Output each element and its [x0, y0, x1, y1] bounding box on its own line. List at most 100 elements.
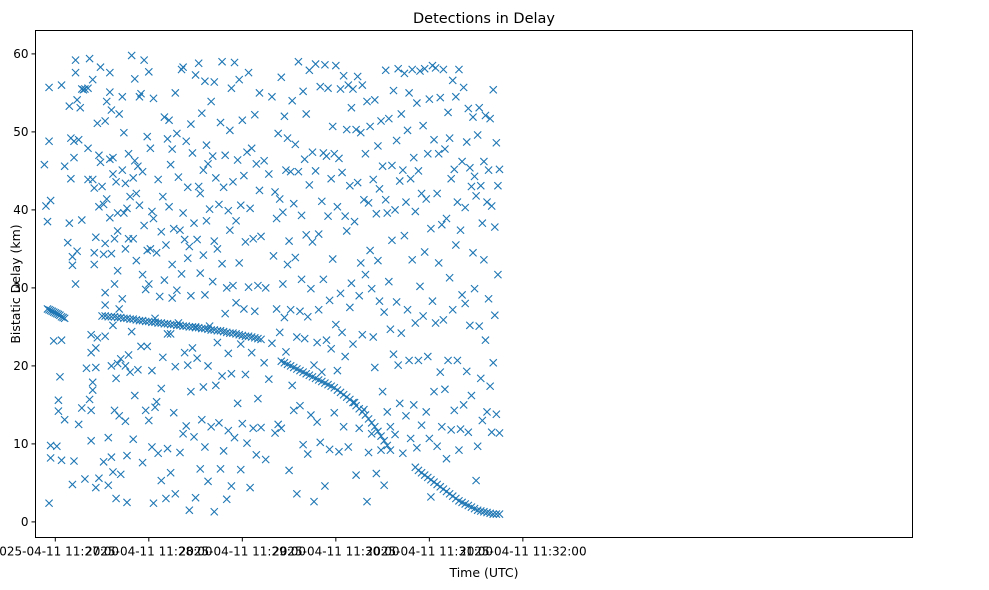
data-point [278, 280, 287, 288]
data-point [105, 213, 114, 222]
data-point [121, 361, 130, 370]
data-point [98, 182, 107, 191]
x-axis-label: Time (UTC) [448, 565, 518, 580]
data-point [473, 131, 482, 140]
data-point [172, 129, 181, 138]
data-point [456, 226, 465, 235]
data-point [233, 399, 242, 408]
data-point [361, 270, 370, 279]
data-point [52, 442, 61, 451]
data-point [339, 422, 348, 431]
data-point [479, 255, 488, 264]
data-point [204, 159, 213, 168]
data-point [394, 361, 403, 370]
data-point [355, 424, 364, 433]
data-point [252, 159, 261, 168]
data-point [311, 166, 320, 175]
data-point [110, 234, 119, 243]
data-point [281, 347, 290, 356]
data-point [216, 326, 225, 335]
data-point [453, 356, 462, 365]
data-point [384, 114, 393, 123]
data-point [436, 93, 445, 102]
data-point [235, 330, 244, 339]
y-tick-label: 0 [21, 515, 29, 529]
data-point [317, 197, 326, 206]
data-point [196, 464, 205, 473]
data-point [462, 367, 471, 376]
data-point [373, 141, 382, 150]
data-point [158, 192, 167, 201]
data-point [149, 94, 158, 103]
data-point [303, 450, 312, 459]
data-point [422, 194, 431, 203]
data-point [210, 507, 219, 516]
data-point [218, 372, 227, 381]
data-point [492, 510, 501, 519]
data-point [199, 251, 208, 260]
data-point [425, 95, 434, 104]
data-point [467, 391, 476, 400]
data-point [409, 400, 418, 409]
data-point [154, 449, 163, 458]
data-point [65, 219, 74, 228]
data-point [267, 339, 276, 348]
data-point [334, 154, 343, 163]
data-point [168, 260, 177, 269]
data-point [377, 116, 386, 125]
data-point [401, 411, 410, 420]
data-point [364, 198, 373, 207]
data-point [49, 336, 58, 345]
data-point [428, 297, 437, 306]
data-point [207, 97, 216, 106]
data-point [353, 72, 362, 81]
data-point [80, 85, 89, 93]
data-point [459, 400, 468, 409]
y-tick-label: 40 [13, 203, 28, 217]
data-point [392, 136, 401, 145]
data-point [144, 67, 153, 76]
data-point [211, 381, 220, 390]
data-point [168, 145, 177, 154]
data-point [451, 92, 460, 101]
data-point [141, 285, 150, 294]
data-point [325, 296, 334, 305]
data-point [110, 406, 119, 415]
data-point [113, 209, 122, 218]
data-point [369, 175, 378, 184]
data-point [250, 110, 259, 119]
data-point [218, 259, 227, 268]
data-point [108, 321, 117, 330]
data-point [101, 239, 110, 248]
data-point [179, 429, 188, 438]
data-point [422, 407, 431, 416]
data-point [328, 122, 337, 131]
data-point [243, 439, 251, 448]
data-point [138, 270, 147, 279]
data-point [166, 160, 175, 169]
data-point [389, 350, 398, 359]
data-point [70, 153, 78, 162]
data-point [367, 429, 376, 438]
data-point [448, 305, 457, 314]
data-point [112, 177, 121, 186]
data-point [177, 65, 186, 74]
data-point [338, 328, 347, 337]
data-point [486, 382, 495, 391]
data-point [409, 153, 418, 162]
data-point [264, 375, 273, 384]
data-point [261, 283, 270, 292]
data-point [68, 261, 77, 270]
data-point [236, 201, 245, 210]
data-point [319, 275, 328, 284]
series-3 [411, 463, 504, 519]
data-point [115, 304, 124, 313]
data-point [186, 387, 195, 396]
data-point [129, 234, 138, 243]
data-point [213, 338, 222, 347]
data-point [194, 59, 203, 68]
data-point [107, 106, 116, 115]
data-point [465, 163, 474, 172]
data-point [161, 494, 170, 503]
